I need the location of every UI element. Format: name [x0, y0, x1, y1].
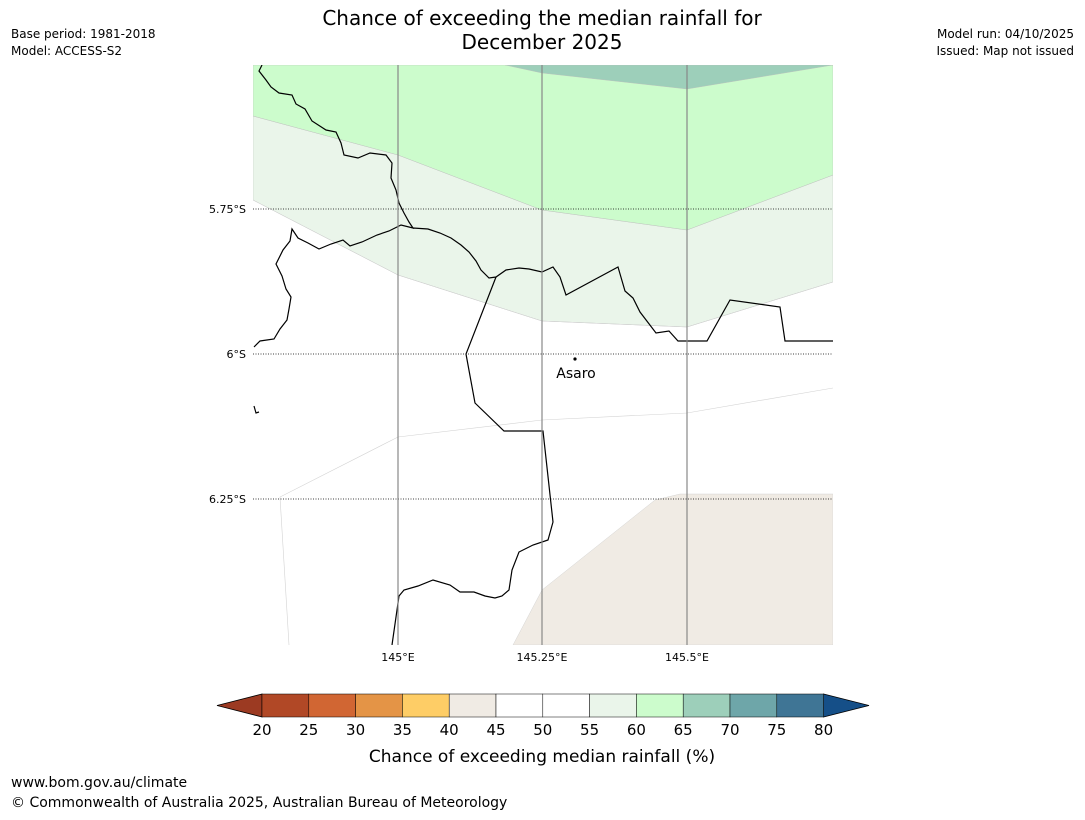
- map-title: Chance of exceeding the median rainfall …: [242, 6, 842, 54]
- colorbar-tick-label: 70: [720, 721, 739, 739]
- colorbar: 20 25 30 35 40 45 50 55 60 65 70 75 80: [216, 693, 870, 739]
- lon-label: 145.5°E: [665, 651, 709, 664]
- colorbar-bin: [636, 693, 684, 718]
- map-title-line2: December 2025: [461, 30, 623, 54]
- copyright-notice: © Commonwealth of Australia 2025, Austra…: [11, 795, 508, 811]
- lat-label: 6°S: [227, 348, 246, 361]
- map-title-line1: Chance of exceeding the median rainfall …: [322, 6, 762, 30]
- coastline-north: [253, 65, 415, 348]
- colorbar-tick-label: 65: [674, 721, 693, 739]
- map-plot-area: Asaro: [253, 65, 833, 645]
- colorbar-bin: [308, 693, 356, 718]
- colorbar-under-arrow: [216, 693, 263, 718]
- colorbar-bin: [542, 693, 590, 718]
- lon-label: 145°E: [381, 651, 414, 664]
- colorbar-bin: [402, 693, 450, 718]
- forecast-info-right: Model run: 04/10/2025 Issued: Map not is…: [936, 26, 1074, 60]
- colorbar-tick-label: 20: [252, 721, 271, 739]
- place-label: Asaro: [556, 366, 595, 382]
- colorbar-tick-label: 75: [767, 721, 786, 739]
- colorbar-bin: [589, 693, 637, 718]
- colorbar-tick-label: 80: [814, 721, 833, 739]
- range-line: [412, 227, 833, 342]
- colorbar-tick-label: 60: [627, 721, 646, 739]
- issued-text: Issued: Map not issued: [936, 44, 1074, 58]
- colorbar-tick-label: 35: [393, 721, 412, 739]
- province-border: [391, 276, 554, 645]
- colorbar-tick-label: 50: [533, 721, 552, 739]
- model-run-text: Model run: 04/10/2025: [936, 27, 1074, 41]
- colorbar-bin: [355, 693, 403, 718]
- colorbar-tick-label: 25: [299, 721, 318, 739]
- colorbar-bin: [261, 693, 310, 718]
- colorbar-tick-label: 30: [346, 721, 365, 739]
- contour-line: [279, 387, 833, 645]
- colorbar-label: Chance of exceeding median rainfall (%): [369, 747, 715, 767]
- lon-label: 145.25°E: [517, 651, 568, 664]
- colorbar-bin: [448, 693, 497, 718]
- coast-fragment: [253, 405, 260, 414]
- lat-label: 6.25°S: [209, 493, 246, 506]
- colorbar-bin: [495, 693, 544, 718]
- colorbar-bin: [776, 693, 824, 718]
- place-marker: [573, 357, 577, 361]
- colorbar-bin: [682, 693, 731, 718]
- model-text: Model: ACCESS-S2: [11, 44, 123, 58]
- colorbar-tick-label: 40: [440, 721, 459, 739]
- lat-label: 5.75°S: [209, 203, 246, 216]
- forecast-info-left: Base period: 1981-2018 Model: ACCESS-S2: [11, 26, 156, 60]
- base-period-text: Base period: 1981-2018: [11, 27, 156, 41]
- colorbar-bin: [729, 693, 778, 718]
- colorbar-tick-label: 55: [580, 721, 599, 739]
- colorbar-over-arrow: [823, 693, 870, 718]
- source-url: www.bom.gov.au/climate: [11, 775, 188, 791]
- colorbar-tick-label: 45: [486, 721, 505, 739]
